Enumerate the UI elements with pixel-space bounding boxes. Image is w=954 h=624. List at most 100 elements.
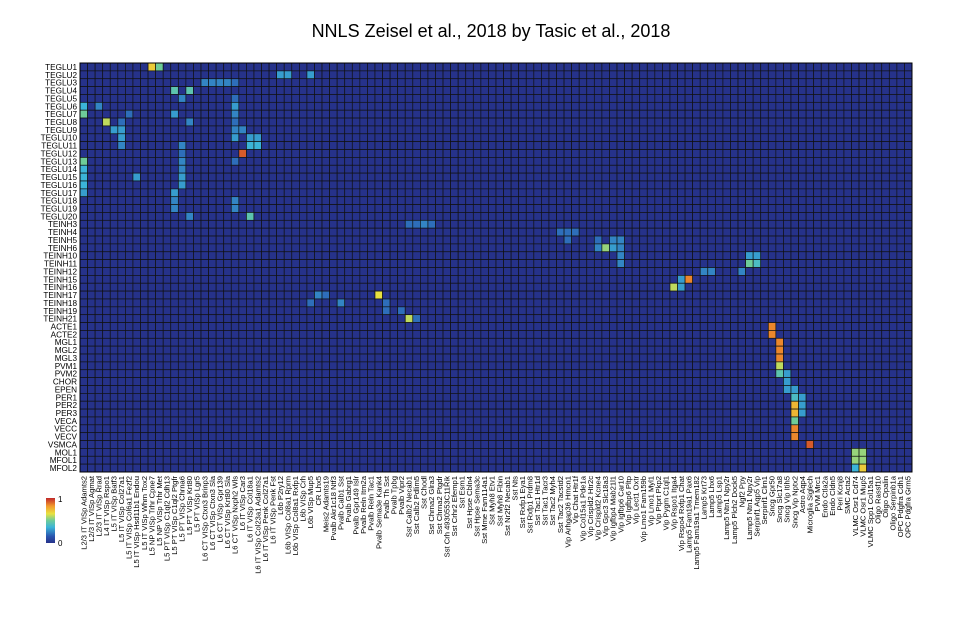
heatmap-cell — [314, 306, 323, 316]
heatmap-cell — [208, 314, 217, 323]
heatmap-cell — [465, 149, 474, 158]
heatmap-cell — [714, 385, 724, 394]
heatmap-cell — [193, 180, 202, 190]
heatmap-cell — [684, 314, 694, 323]
heatmap-cell — [820, 385, 830, 394]
heatmap-cell — [336, 212, 346, 221]
heatmap-cell — [518, 243, 527, 253]
heatmap-cell — [586, 188, 595, 198]
heatmap-cell — [344, 290, 353, 300]
heatmap-cell — [253, 133, 262, 143]
heatmap-cell — [556, 117, 565, 127]
heatmap-cells — [79, 62, 913, 473]
heatmap-cell — [268, 337, 277, 347]
heatmap-cell — [873, 204, 883, 213]
heatmap-cell — [866, 196, 875, 205]
heatmap-cell — [132, 101, 141, 111]
heatmap-cell — [654, 243, 663, 253]
heatmap-cell — [858, 385, 867, 394]
heatmap-cell — [102, 322, 111, 331]
heatmap-cell — [737, 180, 746, 190]
heatmap-cell — [904, 393, 913, 402]
heatmap-cell — [813, 101, 822, 111]
heatmap-cell — [321, 227, 330, 237]
heatmap-cell — [79, 180, 88, 190]
heatmap-cell — [631, 385, 641, 394]
heatmap-cell — [367, 78, 376, 87]
heatmap-cell — [783, 180, 792, 190]
heatmap-cell — [261, 353, 270, 363]
heatmap-cell — [548, 157, 557, 166]
heatmap-cell — [586, 275, 595, 284]
heatmap-cell — [730, 133, 739, 143]
heatmap-cell — [147, 353, 156, 363]
heatmap-cell — [563, 141, 572, 150]
heatmap-cell — [94, 369, 104, 378]
heatmap-cell — [556, 408, 565, 418]
heatmap-cell — [329, 70, 338, 80]
heatmap-cell — [639, 149, 648, 158]
heatmap-cell — [351, 125, 361, 135]
heatmap-cell — [140, 133, 149, 143]
heatmap-cell — [654, 298, 663, 308]
heatmap-cell — [563, 188, 572, 198]
heatmap-cell — [427, 101, 436, 111]
heatmap-cell — [291, 117, 300, 127]
heatmap-cell — [783, 62, 792, 72]
heatmap-cell — [162, 345, 172, 355]
heatmap-cell — [684, 212, 694, 221]
heatmap-cell — [132, 416, 141, 426]
heatmap-cell — [261, 196, 270, 205]
heatmap-cell — [435, 109, 444, 119]
heatmap-cell — [480, 345, 489, 355]
heatmap-cell — [631, 235, 641, 245]
heatmap-cell — [87, 141, 96, 150]
heatmap-cell — [215, 212, 225, 221]
heatmap-cell — [805, 306, 815, 316]
heatmap-cell — [480, 188, 489, 198]
heatmap-cell — [367, 322, 376, 331]
heatmap-cell — [480, 117, 489, 127]
heatmap-cell — [525, 369, 535, 378]
heatmap-cell — [102, 377, 111, 386]
heatmap-cell — [662, 196, 671, 205]
heatmap-cell — [276, 212, 285, 221]
heatmap-cell — [246, 408, 255, 418]
heatmap-cell — [677, 306, 686, 316]
heatmap-cell — [684, 78, 694, 87]
heatmap-cell — [404, 172, 414, 182]
heatmap-cell — [215, 353, 225, 363]
heatmap-cell — [699, 353, 709, 363]
heatmap-cell — [836, 149, 845, 158]
heatmap-cell — [722, 337, 731, 347]
heatmap-cell — [359, 86, 368, 95]
heatmap-cell — [760, 62, 769, 72]
heatmap-cell — [79, 86, 88, 95]
heatmap-cell — [374, 212, 383, 221]
heatmap-cell — [586, 70, 595, 80]
heatmap-cell — [246, 219, 255, 229]
heatmap-cell — [873, 219, 883, 229]
heatmap-cell — [533, 337, 542, 347]
heatmap-cell — [87, 330, 96, 339]
heatmap-cell — [896, 275, 905, 284]
heatmap-cell — [465, 164, 474, 174]
heatmap-cell — [904, 267, 913, 276]
heatmap-cell — [783, 125, 792, 135]
heatmap-cell — [533, 361, 542, 371]
heatmap-cell — [306, 369, 315, 378]
heatmap-cell — [125, 306, 134, 316]
heatmap-cell — [699, 149, 709, 158]
heatmap-cell — [246, 188, 255, 198]
heatmap-cell — [412, 180, 421, 190]
heatmap-cell — [616, 385, 625, 394]
heatmap-cell — [904, 172, 913, 182]
heatmap-cell — [813, 188, 822, 198]
heatmap-cell — [904, 353, 913, 363]
heatmap-cell — [291, 78, 300, 87]
heatmap-cell — [472, 157, 482, 166]
heatmap-cell — [843, 322, 852, 331]
heatmap-cell — [495, 337, 504, 347]
heatmap-cell — [351, 117, 361, 127]
heatmap-cell — [147, 416, 156, 426]
